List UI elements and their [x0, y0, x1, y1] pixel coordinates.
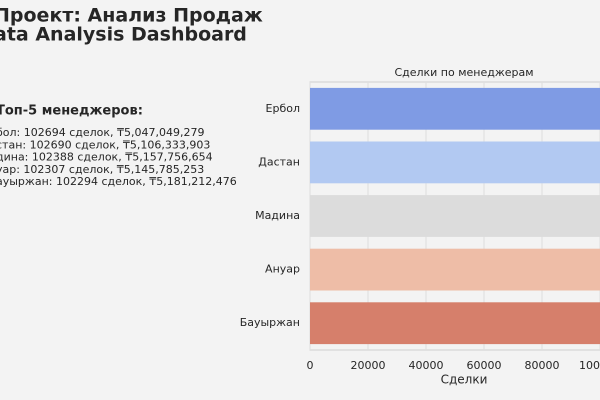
summary-line: бол: 102694 сделок, ₸5,047,049,279 — [0, 126, 205, 139]
x-axis-label: Сделки — [441, 373, 488, 387]
title-line: Проект: Анализ Продаж — [0, 5, 263, 27]
bar — [310, 141, 600, 184]
bar — [310, 248, 600, 291]
y-tick-label: Бауыржан — [240, 316, 300, 329]
x-tick-label: 0 — [307, 359, 314, 372]
y-tick-label: Дастан — [258, 155, 300, 168]
bar — [310, 302, 600, 345]
summary-list: бол: 102694 сделок, ₸5,047,049,279стан: … — [0, 126, 237, 188]
chart-title: Сделки по менеджерам — [394, 66, 533, 79]
x-tick-label: 100000 — [579, 359, 600, 372]
y-tick-label: Ануар — [265, 263, 300, 276]
summary-line: дина: 102388 сделок, ₸5,157,756,654 — [0, 151, 213, 164]
title-line: ata Analysis Dashboard — [0, 24, 247, 46]
summary-line: уар: 102307 сделок, ₸5,145,785,253 — [0, 163, 204, 176]
summary-heading: Топ-5 менеджеров: — [0, 104, 143, 119]
y-tick-label: Мадина — [255, 209, 300, 222]
x-tick-label: 80000 — [525, 359, 560, 372]
bar — [310, 195, 600, 237]
x-tick-label: 40000 — [409, 359, 444, 372]
x-tick-label: 20000 — [351, 359, 386, 372]
bar — [310, 87, 600, 130]
summary-line: ауыржан: 102294 сделок, ₸5,181,212,476 — [0, 175, 237, 188]
x-tick-label: 60000 — [467, 359, 502, 372]
y-tick-label: Ербол — [266, 102, 300, 115]
summary-line: стан: 102690 сделок, ₸5,106,333,903 — [0, 138, 210, 151]
